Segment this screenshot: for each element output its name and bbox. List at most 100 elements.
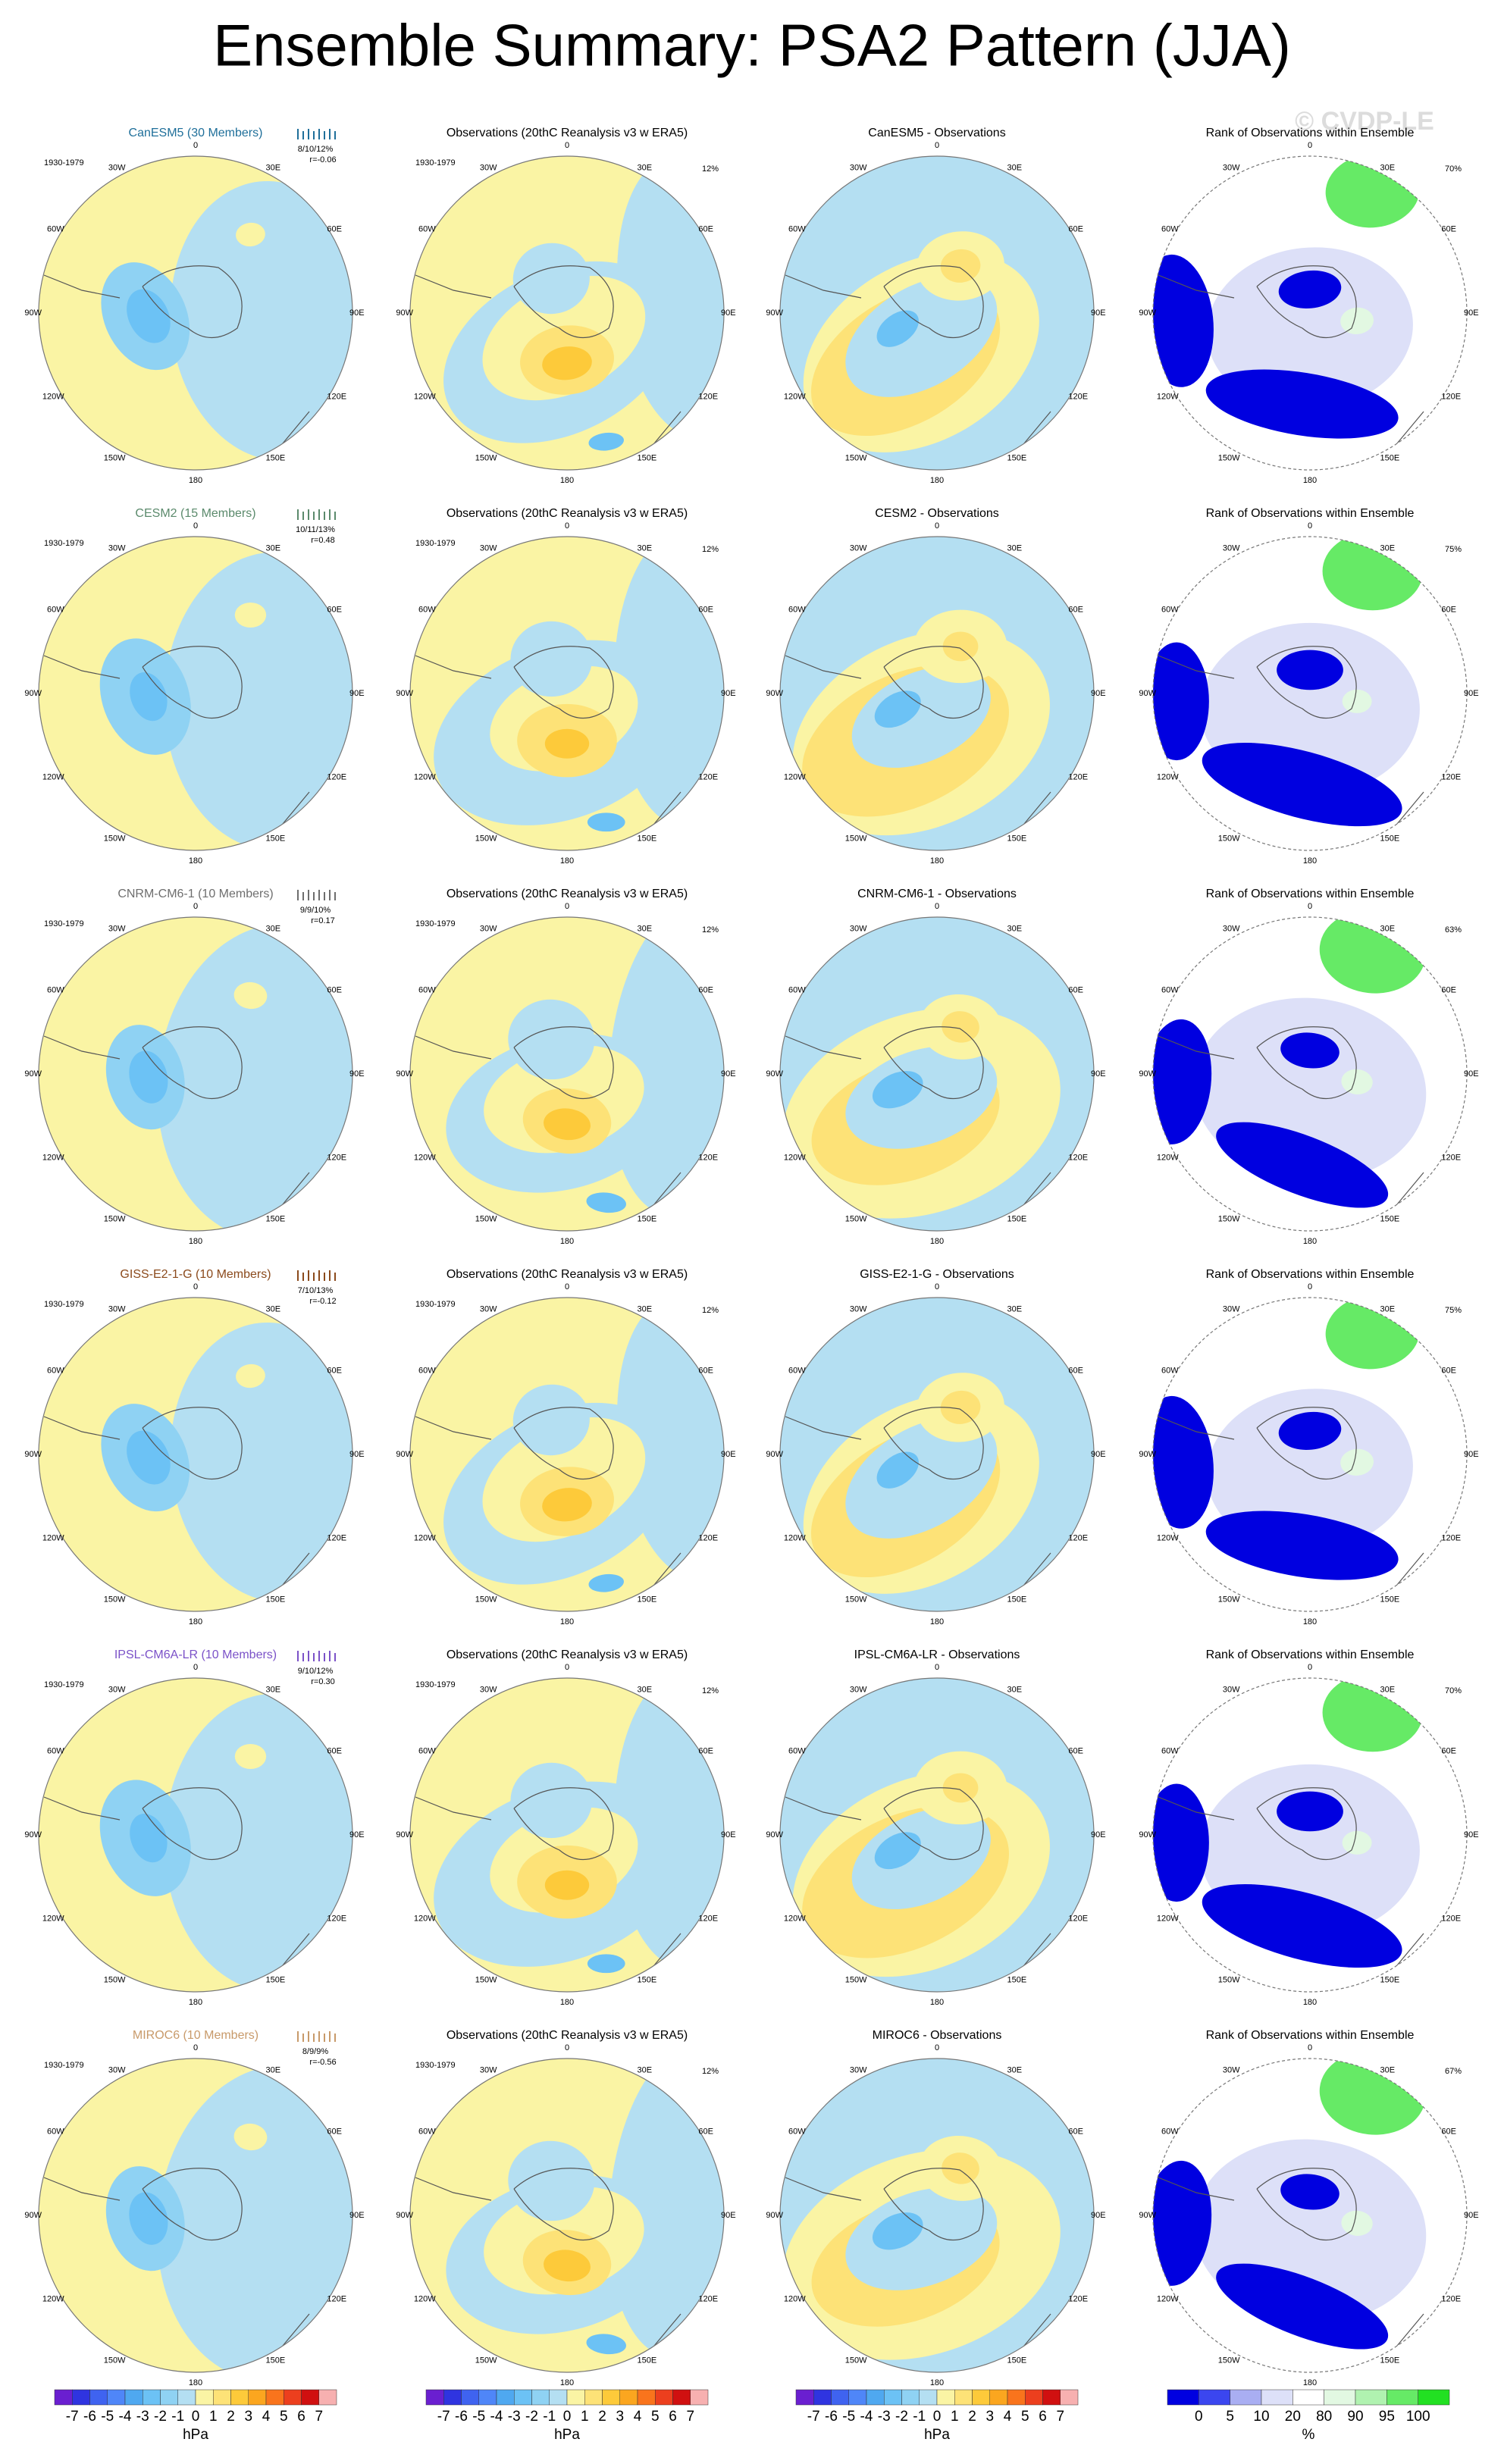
colorbar-label: -6 — [825, 2409, 838, 2425]
contour-region — [170, 180, 352, 461]
lon-label: 60W — [1161, 224, 1179, 233]
contour-region — [127, 1430, 171, 1485]
lon-label: 30E — [266, 1305, 281, 1314]
period: 1930-1979 — [415, 919, 456, 928]
period: 1930-1979 — [415, 1680, 456, 1689]
colorbar-label: 6 — [669, 2409, 677, 2425]
lon-label: 120E — [1068, 772, 1088, 781]
lon-label: 150E — [638, 1214, 657, 1223]
lon-label: 60W — [47, 1366, 64, 1375]
contour-region — [876, 1451, 919, 1489]
colorbar-box — [1007, 2389, 1026, 2406]
lon-label: 150W — [1218, 1595, 1240, 1604]
lon-label: 180 — [560, 1237, 574, 1246]
lon-label: 90W — [396, 1069, 413, 1079]
lon-label: 90E — [1091, 689, 1106, 698]
colorbar-label: -2 — [895, 2409, 908, 2425]
lon-label: 120W — [784, 1533, 806, 1542]
map-panel: 0 30E 60E 90E 120E 150E 180 150W 120W 90W 60W 30W Ob… — [396, 1268, 735, 1626]
lon-label: 60E — [327, 605, 342, 614]
lon-label: 30W — [108, 2066, 126, 2075]
contour-region — [1202, 742, 1402, 827]
lon-label: 90E — [1091, 2211, 1106, 2220]
map-fill — [1153, 917, 1467, 1231]
map-fill — [39, 917, 352, 1231]
obs-title: Observations (20thC Reanalysis v3 w ERA5… — [446, 1268, 688, 1281]
colorbar-box — [230, 2389, 249, 2406]
lon-label: 120W — [42, 772, 64, 781]
lon-label: 150W — [475, 1975, 497, 1984]
lon-label: 30E — [638, 925, 653, 934]
obs-pct: 12% — [702, 2067, 719, 2076]
colorbar-box — [919, 2389, 938, 2406]
lon-label: 0 — [565, 521, 569, 531]
lon-label: 0 — [565, 1282, 569, 1291]
map-panel: 0 30E 60E 90E 120E 150E 180 150W 120W 90W 60W 30W MI… — [24, 2029, 364, 2387]
lon-label: 150E — [638, 2356, 657, 2365]
lon-label: 60E — [1068, 224, 1083, 233]
contour-region — [1205, 1511, 1399, 1580]
lon-label: 180 — [189, 2378, 202, 2387]
map-border — [38, 1297, 353, 1612]
obs-pct: 12% — [702, 925, 719, 935]
lon-label: 90E — [349, 1450, 365, 1459]
colorbar-box — [901, 2389, 920, 2406]
pct-stats: 8/9/9% — [302, 2047, 328, 2056]
lon-label: 90E — [1464, 2211, 1479, 2220]
lon-label: 180 — [930, 856, 944, 866]
lon-label: 120E — [1068, 2294, 1088, 2303]
map-border — [1152, 1677, 1468, 1993]
map-fill — [1153, 2059, 1467, 2372]
lon-label: 120E — [1441, 1533, 1461, 1542]
contour-region — [1216, 1122, 1389, 1208]
map-panel: 0 30E 60E 90E 120E 150E 180 150W 120W 90W 60W 30W GI… — [766, 1268, 1105, 1626]
lon-label: 120W — [1157, 1153, 1179, 1162]
colorbar-box — [1060, 2389, 1079, 2406]
colorbar-box — [248, 2389, 267, 2406]
lon-label: 150W — [475, 1595, 497, 1604]
lon-label: 180 — [930, 476, 944, 485]
lon-label: 30E — [266, 925, 281, 934]
lon-label: 120W — [1157, 1533, 1179, 1542]
colorbar-label: 0 — [192, 2409, 200, 2425]
lon-label: 180 — [1303, 856, 1317, 866]
colorbar-box — [813, 2389, 832, 2406]
colorbar-box — [795, 2389, 814, 2406]
lon-label: 30E — [638, 544, 653, 553]
pct-stats: 10/11/13% — [296, 525, 335, 534]
lon-label: 90E — [1464, 308, 1479, 318]
lon-label: 90E — [1464, 1450, 1479, 1459]
lon-label: 90E — [1464, 1069, 1479, 1079]
lon-label: 150E — [266, 834, 286, 843]
contour-region — [544, 2250, 591, 2282]
contour-region — [940, 249, 981, 283]
contour-region — [512, 243, 590, 315]
lon-label: 0 — [193, 902, 198, 911]
lon-label: 60E — [327, 224, 342, 233]
lon-label: 120E — [327, 1153, 346, 1162]
lon-label: 30E — [266, 2066, 281, 2075]
colorbar-label: -5 — [842, 2409, 855, 2425]
period: 1930-1979 — [415, 158, 456, 168]
lon-label: 150W — [1218, 1214, 1240, 1223]
map-panel: 0 30E 60E 90E 120E 150E 180 150W 120W 90W 60W 30W CE… — [24, 507, 364, 866]
map-panel: 0 30E 60E 90E 120E 150E 180 150W 120W 90W 60W 30W IP… — [766, 1648, 1105, 2007]
lon-label: 150W — [475, 1214, 497, 1223]
contour-region — [1207, 247, 1413, 411]
colorbar-box — [1386, 2389, 1418, 2406]
colorbar-label: 3 — [616, 2409, 624, 2425]
lon-label: 120E — [327, 1533, 346, 1542]
lon-label: 60W — [47, 1746, 64, 1755]
lon-label: 60W — [1161, 985, 1179, 994]
pct-stats: 7/10/13% — [298, 1286, 334, 1295]
colorbar-label: -4 — [119, 2409, 132, 2425]
lon-label: 150E — [1380, 2356, 1400, 2365]
contour-region — [129, 1050, 168, 1104]
contour-region — [1342, 1830, 1372, 1855]
contour-region — [845, 276, 998, 397]
lon-label: 30W — [850, 925, 867, 934]
contour-region — [130, 672, 168, 722]
map-border — [779, 2058, 1095, 2373]
lon-label: 90W — [24, 2211, 42, 2220]
lon-label: 90W — [24, 1450, 42, 1459]
